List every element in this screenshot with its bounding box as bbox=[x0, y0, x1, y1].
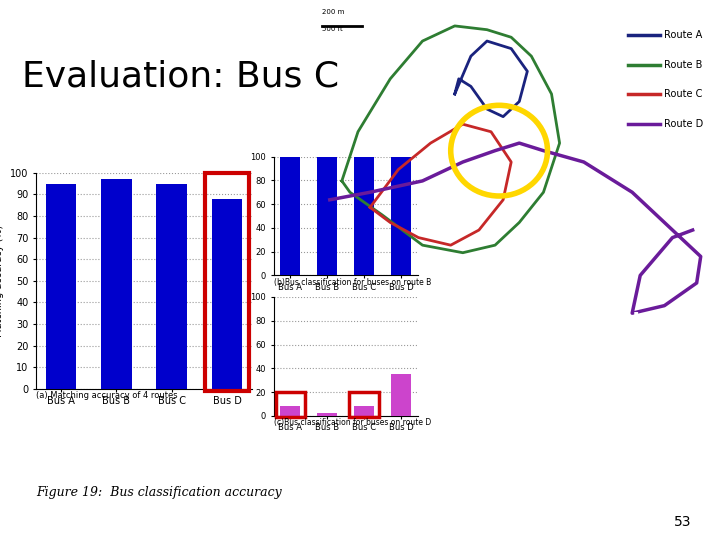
Bar bbox=[156, 184, 187, 389]
Bar bbox=[317, 157, 337, 275]
Text: (c)Bus classification for buses on route D: (c)Bus classification for buses on route… bbox=[274, 418, 431, 428]
Bar bbox=[212, 199, 242, 389]
Text: (a) Matching accuracy of 4 routes: (a) Matching accuracy of 4 routes bbox=[36, 392, 178, 401]
Bar bbox=[317, 414, 337, 416]
Text: 500 ft: 500 ft bbox=[322, 26, 343, 32]
Bar bbox=[205, 173, 249, 391]
Bar bbox=[280, 406, 300, 416]
Bar bbox=[354, 406, 374, 416]
Bar bbox=[391, 157, 411, 275]
Bar bbox=[349, 392, 379, 417]
Text: 200 m: 200 m bbox=[322, 9, 344, 15]
Text: Route B: Route B bbox=[664, 60, 702, 70]
Text: Route C: Route C bbox=[664, 90, 702, 99]
Text: Route A: Route A bbox=[664, 30, 702, 40]
Bar bbox=[276, 392, 305, 417]
Text: Figure 19:  Bus classification accuracy: Figure 19: Bus classification accuracy bbox=[36, 486, 282, 499]
Bar bbox=[391, 374, 411, 416]
Bar bbox=[101, 179, 132, 389]
Y-axis label: Matching accuracy (%): Matching accuracy (%) bbox=[0, 225, 4, 337]
Text: 53: 53 bbox=[674, 515, 691, 529]
Text: (b)Bus classification for buses on route B: (b)Bus classification for buses on route… bbox=[274, 278, 431, 287]
Text: Evaluation: Bus C: Evaluation: Bus C bbox=[22, 59, 338, 93]
Text: Overlapped
routes are in the
same direction!: Overlapped routes are in the same direct… bbox=[464, 312, 674, 385]
Text: Route D: Route D bbox=[664, 119, 703, 129]
Bar bbox=[280, 157, 300, 275]
Bar bbox=[354, 157, 374, 275]
Bar bbox=[46, 184, 76, 389]
